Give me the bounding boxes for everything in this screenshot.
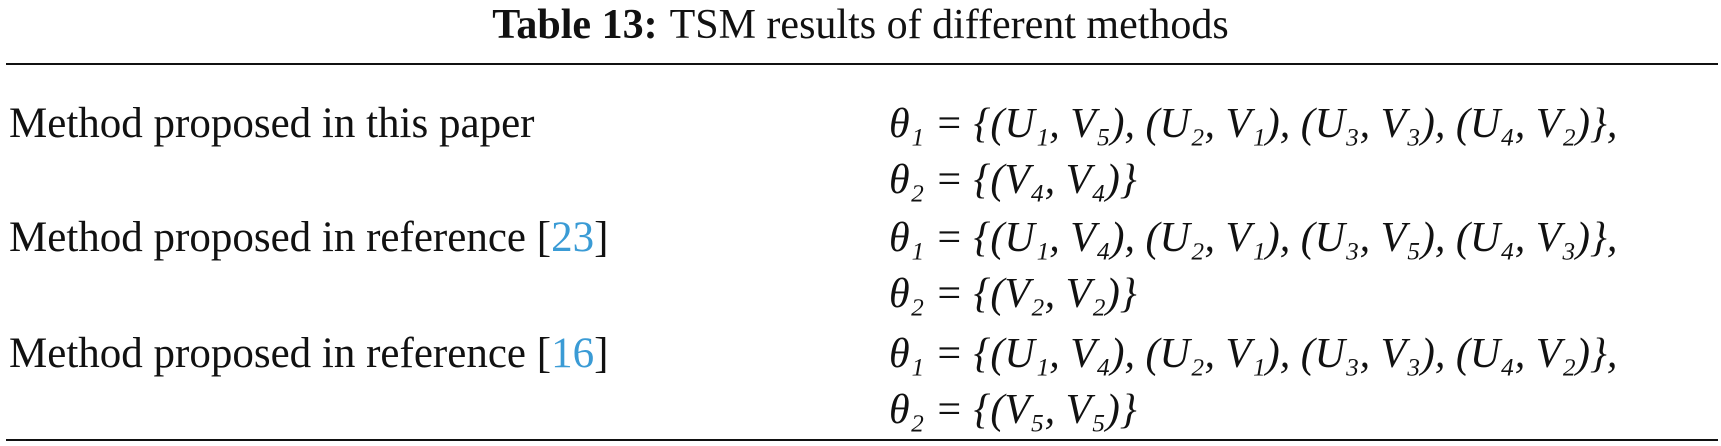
result-line: θ₂ = {(V₅, V₅)} bbox=[889, 387, 1137, 433]
result-cell: θ₁ = {(U₁, V₄), (U₂, V₁), (U₃, V₃), (U₄,… bbox=[889, 326, 1617, 438]
table-row: Method proposed in this paper θ₁ = {(U₁, … bbox=[0, 96, 1721, 208]
result-line: θ₁ = {(U₁, V₄), (U₂, V₁), (U₃, V₃), (U₄,… bbox=[889, 331, 1618, 377]
result-line: θ₁ = {(U₁, V₄), (U₂, V₁), (U₃, V₅), (U₄,… bbox=[889, 215, 1618, 261]
top-rule bbox=[6, 63, 1718, 65]
method-text-suffix: ] bbox=[594, 330, 609, 377]
method-cell: Method proposed in reference [16] bbox=[9, 326, 608, 382]
result-cell: θ₁ = {(U₁, V₅), (U₂, V₁), (U₃, V₃), (U₄,… bbox=[889, 96, 1617, 208]
result-cell: θ₁ = {(U₁, V₄), (U₂, V₁), (U₃, V₅), (U₄,… bbox=[889, 210, 1617, 322]
bottom-rule bbox=[6, 439, 1718, 441]
caption-label: Table 13: bbox=[492, 2, 658, 48]
method-text: Method proposed in this paper bbox=[9, 100, 535, 147]
table-row: Method proposed in reference [16] θ₁ = {(… bbox=[0, 326, 1721, 438]
method-cell: Method proposed in this paper bbox=[9, 96, 534, 152]
caption-title: TSM results of different methods bbox=[669, 2, 1229, 48]
reference-link[interactable]: 16 bbox=[551, 330, 595, 377]
table-caption: Table 13: TSM results of different method… bbox=[0, 2, 1721, 48]
method-cell: Method proposed in reference [23] bbox=[9, 210, 608, 266]
method-text-suffix: ] bbox=[594, 214, 609, 261]
result-line: θ₂ = {(V₄, V₄)} bbox=[889, 157, 1137, 203]
reference-link[interactable]: 23 bbox=[551, 214, 595, 261]
result-line: θ₁ = {(U₁, V₅), (U₂, V₁), (U₃, V₃), (U₄,… bbox=[889, 101, 1618, 147]
result-line: θ₂ = {(V₂, V₂)} bbox=[889, 271, 1137, 317]
method-text: Method proposed in reference [ bbox=[9, 214, 552, 261]
method-text: Method proposed in reference [ bbox=[9, 330, 552, 377]
table-row: Method proposed in reference [23] θ₁ = {(… bbox=[0, 210, 1721, 322]
